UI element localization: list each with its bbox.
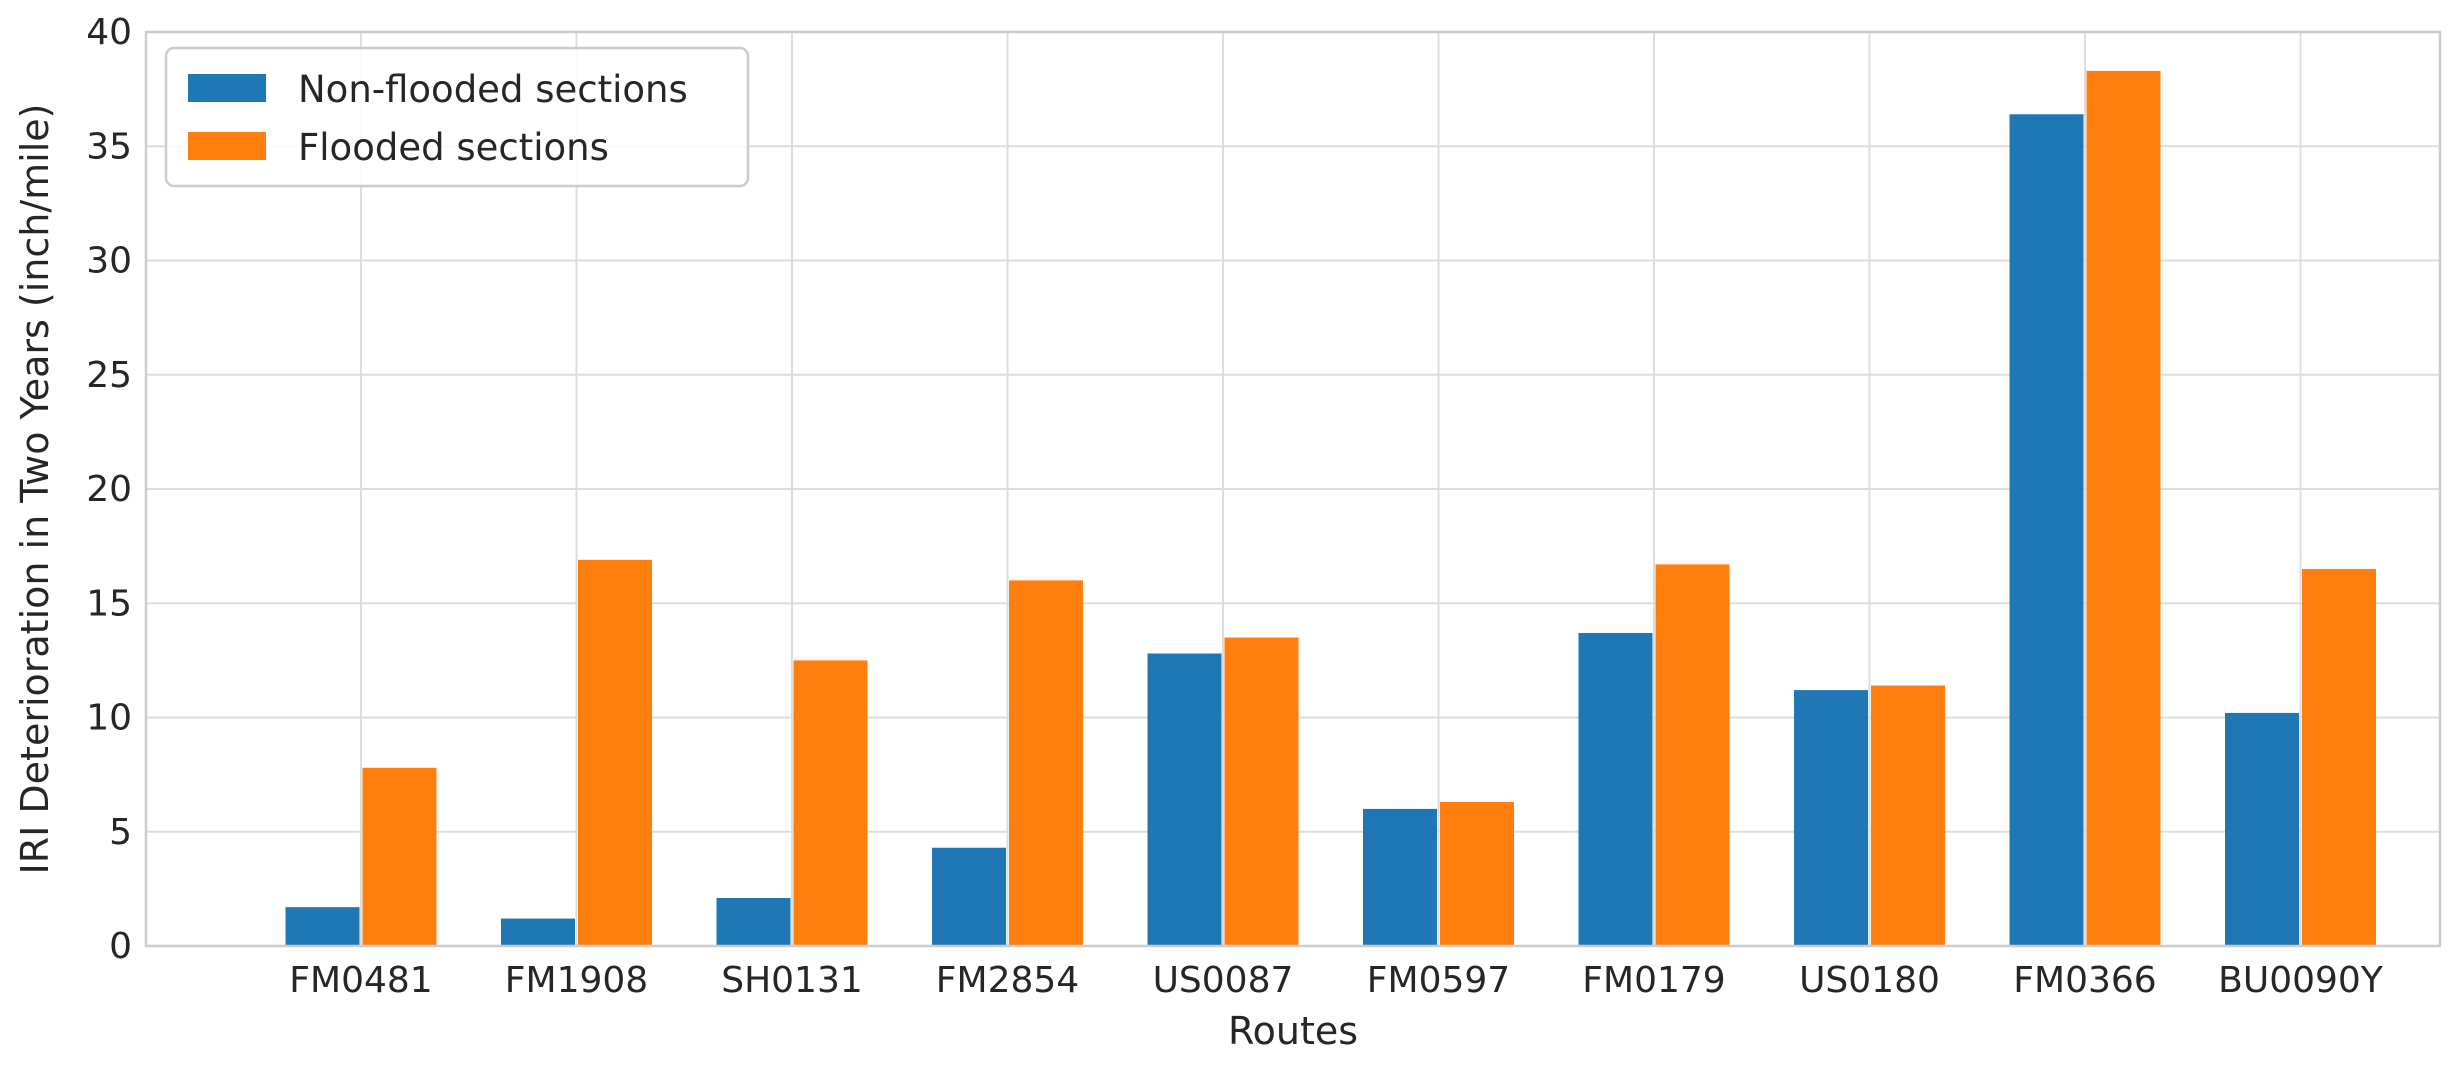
y-tick-label: 0 <box>109 926 132 967</box>
y-tick-label: 25 <box>86 355 132 396</box>
bar-flooded-fm0179 <box>1655 564 1730 946</box>
bar-non-flooded-us0180 <box>1794 690 1868 946</box>
x-tick-label: SH0131 <box>721 960 863 1001</box>
x-axis-label: Routes <box>1228 1009 1358 1053</box>
bar-non-flooded-fm0481 <box>285 907 360 946</box>
bar-non-flooded-fm0179 <box>1578 632 1653 946</box>
y-tick-label: 35 <box>86 126 132 167</box>
bar-flooded-bu0090y <box>2302 568 2376 946</box>
legend-label: Non-flooded sections <box>298 68 688 111</box>
legend-label: Flooded sections <box>298 126 609 169</box>
x-tick-label: FM2854 <box>936 960 1079 1001</box>
y-axis-ticks: 0 5 10 15 20 25 30 35 40 <box>86 12 132 967</box>
bar-flooded-us0180 <box>1871 685 1945 946</box>
x-axis-ticks: FM0481 FM1908 SH0131 FM2854 US0087 FM0597 FM01… <box>289 960 2384 1001</box>
bar-flooded-fm0481 <box>362 767 437 946</box>
legend-swatch <box>188 132 266 160</box>
bar-non-flooded-us0087 <box>1147 653 1222 946</box>
legend: Non-flooded sections Flooded sections <box>164 46 750 188</box>
bar-flooded-us0087 <box>1224 637 1299 946</box>
bar-non-flooded-sh0131 <box>716 898 791 946</box>
bar-flooded-fm1908 <box>578 559 652 946</box>
x-tick-label: FM1908 <box>505 960 648 1001</box>
y-tick-label: 20 <box>86 469 132 510</box>
bar-non-flooded-fm2854 <box>932 847 1006 946</box>
x-tick-label: FM0481 <box>289 960 432 1001</box>
bar-non-flooded-fm0597 <box>1363 808 1437 946</box>
x-tick-label: US0087 <box>1153 960 1294 1001</box>
x-tick-label: BU0090Y <box>2218 960 2384 1001</box>
y-tick-label: 5 <box>109 812 132 853</box>
bar-non-flooded-bu0090y <box>2225 712 2299 946</box>
legend-box <box>164 46 750 188</box>
y-axis-label: IRI Deterioration in Two Years (inch/mil… <box>13 104 57 875</box>
x-tick-label: US0180 <box>1799 960 1940 1001</box>
plot-frame <box>144 30 2442 948</box>
y-tick-label: 10 <box>86 698 132 739</box>
bar-non-flooded-fm1908 <box>501 918 575 946</box>
x-tick-label: FM0366 <box>2013 960 2156 1001</box>
y-tick-label: 15 <box>86 583 132 624</box>
bar-flooded-fm0597 <box>1440 802 1514 946</box>
bars <box>285 70 2376 947</box>
bar-flooded-fm2854 <box>1009 580 1083 946</box>
x-tick-label: FM0597 <box>1367 960 1510 1001</box>
x-tick-label: FM0179 <box>1582 960 1725 1001</box>
bar-flooded-fm0366 <box>2086 70 2161 947</box>
legend-swatch <box>188 74 266 102</box>
bar-flooded-sh0131 <box>793 660 868 946</box>
bar-non-flooded-fm0366 <box>2009 114 2084 946</box>
y-tick-label: 40 <box>86 12 132 53</box>
y-tick-label: 30 <box>86 241 132 282</box>
